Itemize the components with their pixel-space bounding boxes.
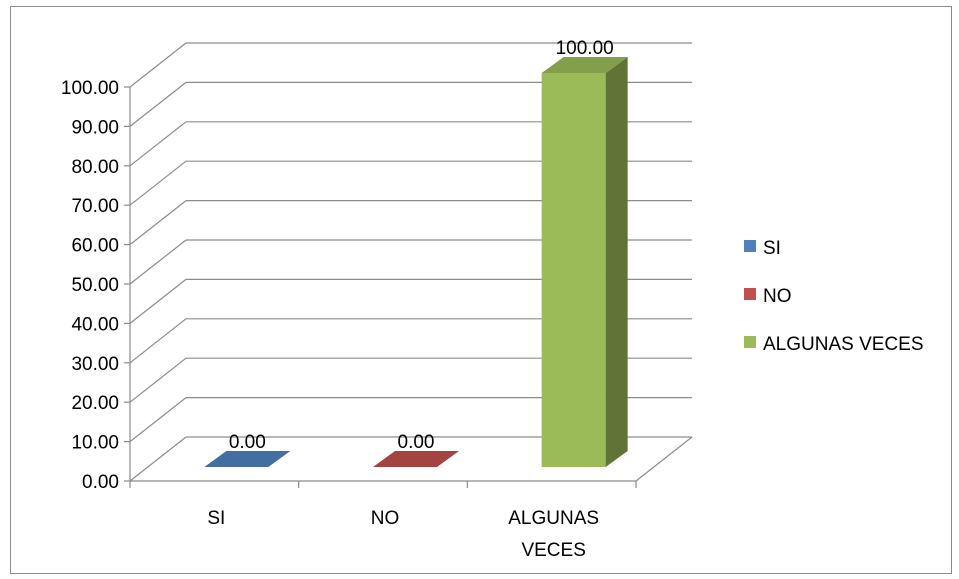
bar-front-2 xyxy=(541,73,606,467)
gridline-side-8 xyxy=(129,121,187,167)
gridline-side-4 xyxy=(129,278,187,324)
y-tick-label-2: 20.00 xyxy=(71,393,119,414)
gridline-side-9 xyxy=(129,81,187,127)
y-tick-label-1: 10.00 xyxy=(71,433,119,454)
legend-swatch-1 xyxy=(744,288,756,300)
legend-label-2: ALGUNAS VECES xyxy=(763,334,924,355)
floor-right-edge xyxy=(635,436,693,482)
y-tick-label-6: 60.00 xyxy=(71,236,119,257)
legend-label-0: SI xyxy=(763,238,781,259)
y-tick-label-5: 50.00 xyxy=(71,275,119,296)
y-tick-label-3: 30.00 xyxy=(71,354,119,375)
gridline-side-7 xyxy=(129,160,187,206)
x-category-label-0: SI xyxy=(207,508,225,529)
gridline-side-2 xyxy=(129,357,187,403)
x-category-label-2-line-0: ALGUNAS xyxy=(508,508,599,529)
y-tick-label-8: 80.00 xyxy=(71,157,119,178)
y-tick-label-10: 100.00 xyxy=(61,78,119,99)
data-label-2: 100.00 xyxy=(556,38,614,59)
y-tick-label-7: 70.00 xyxy=(71,196,119,217)
legend-swatch-2 xyxy=(744,336,756,348)
gridline-side-10 xyxy=(129,42,187,88)
gridline-side-6 xyxy=(129,200,187,246)
chart-area xyxy=(10,6,952,574)
bar-top-0 xyxy=(204,451,291,467)
y-tick-label-9: 90.00 xyxy=(71,117,119,138)
bar-side-2 xyxy=(605,57,628,467)
gridline-side-5 xyxy=(129,239,187,285)
x-category-label-1: NO xyxy=(371,508,400,529)
bar-top-1 xyxy=(373,451,459,467)
legend-swatch-0 xyxy=(744,240,756,252)
gridline-side-1 xyxy=(129,397,187,443)
bar-top-2 xyxy=(541,57,628,73)
data-label-1: 0.00 xyxy=(398,432,435,453)
gridline-side-3 xyxy=(129,318,187,364)
gridline-side-0 xyxy=(129,436,187,482)
y-tick-label-4: 40.00 xyxy=(71,314,119,335)
x-category-label-2-line-1: VECES xyxy=(521,540,585,561)
data-label-0: 0.00 xyxy=(229,432,266,453)
y-tick-label-0: 0.00 xyxy=(82,472,119,493)
legend-label-1: NO xyxy=(763,286,792,307)
